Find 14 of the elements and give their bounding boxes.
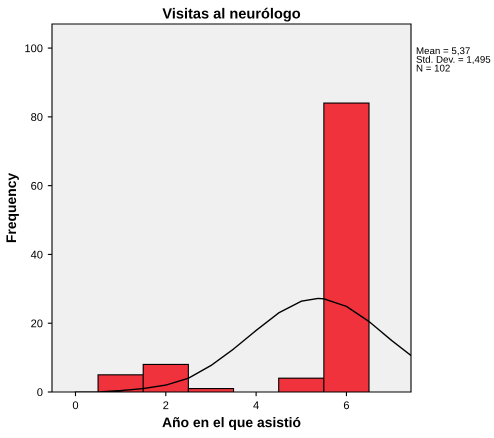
text: Mean = 5,37 Std. Dev. = 1,495 N = 102	[416, 47, 490, 72]
x-tick-label: 0	[72, 401, 78, 410]
x-tick-label: 6	[344, 401, 350, 410]
y-tick-label: 100	[25, 44, 43, 52]
y-tick-label: 0	[37, 388, 43, 396]
y-tick-label: 60	[31, 182, 43, 190]
chart-title: Visitas al neurólogo	[162, 8, 300, 22]
y-tick-label: 40	[30, 250, 43, 259]
x-tick-label: 2	[163, 401, 168, 410]
x-axis-title: Año en el que asistió	[162, 416, 300, 430]
y-tick-label: 20	[31, 319, 43, 328]
y-axis-title: Frequency	[6, 172, 19, 242]
y-tick-label: 80	[31, 113, 43, 121]
x-tick-label: 4	[253, 401, 259, 410]
